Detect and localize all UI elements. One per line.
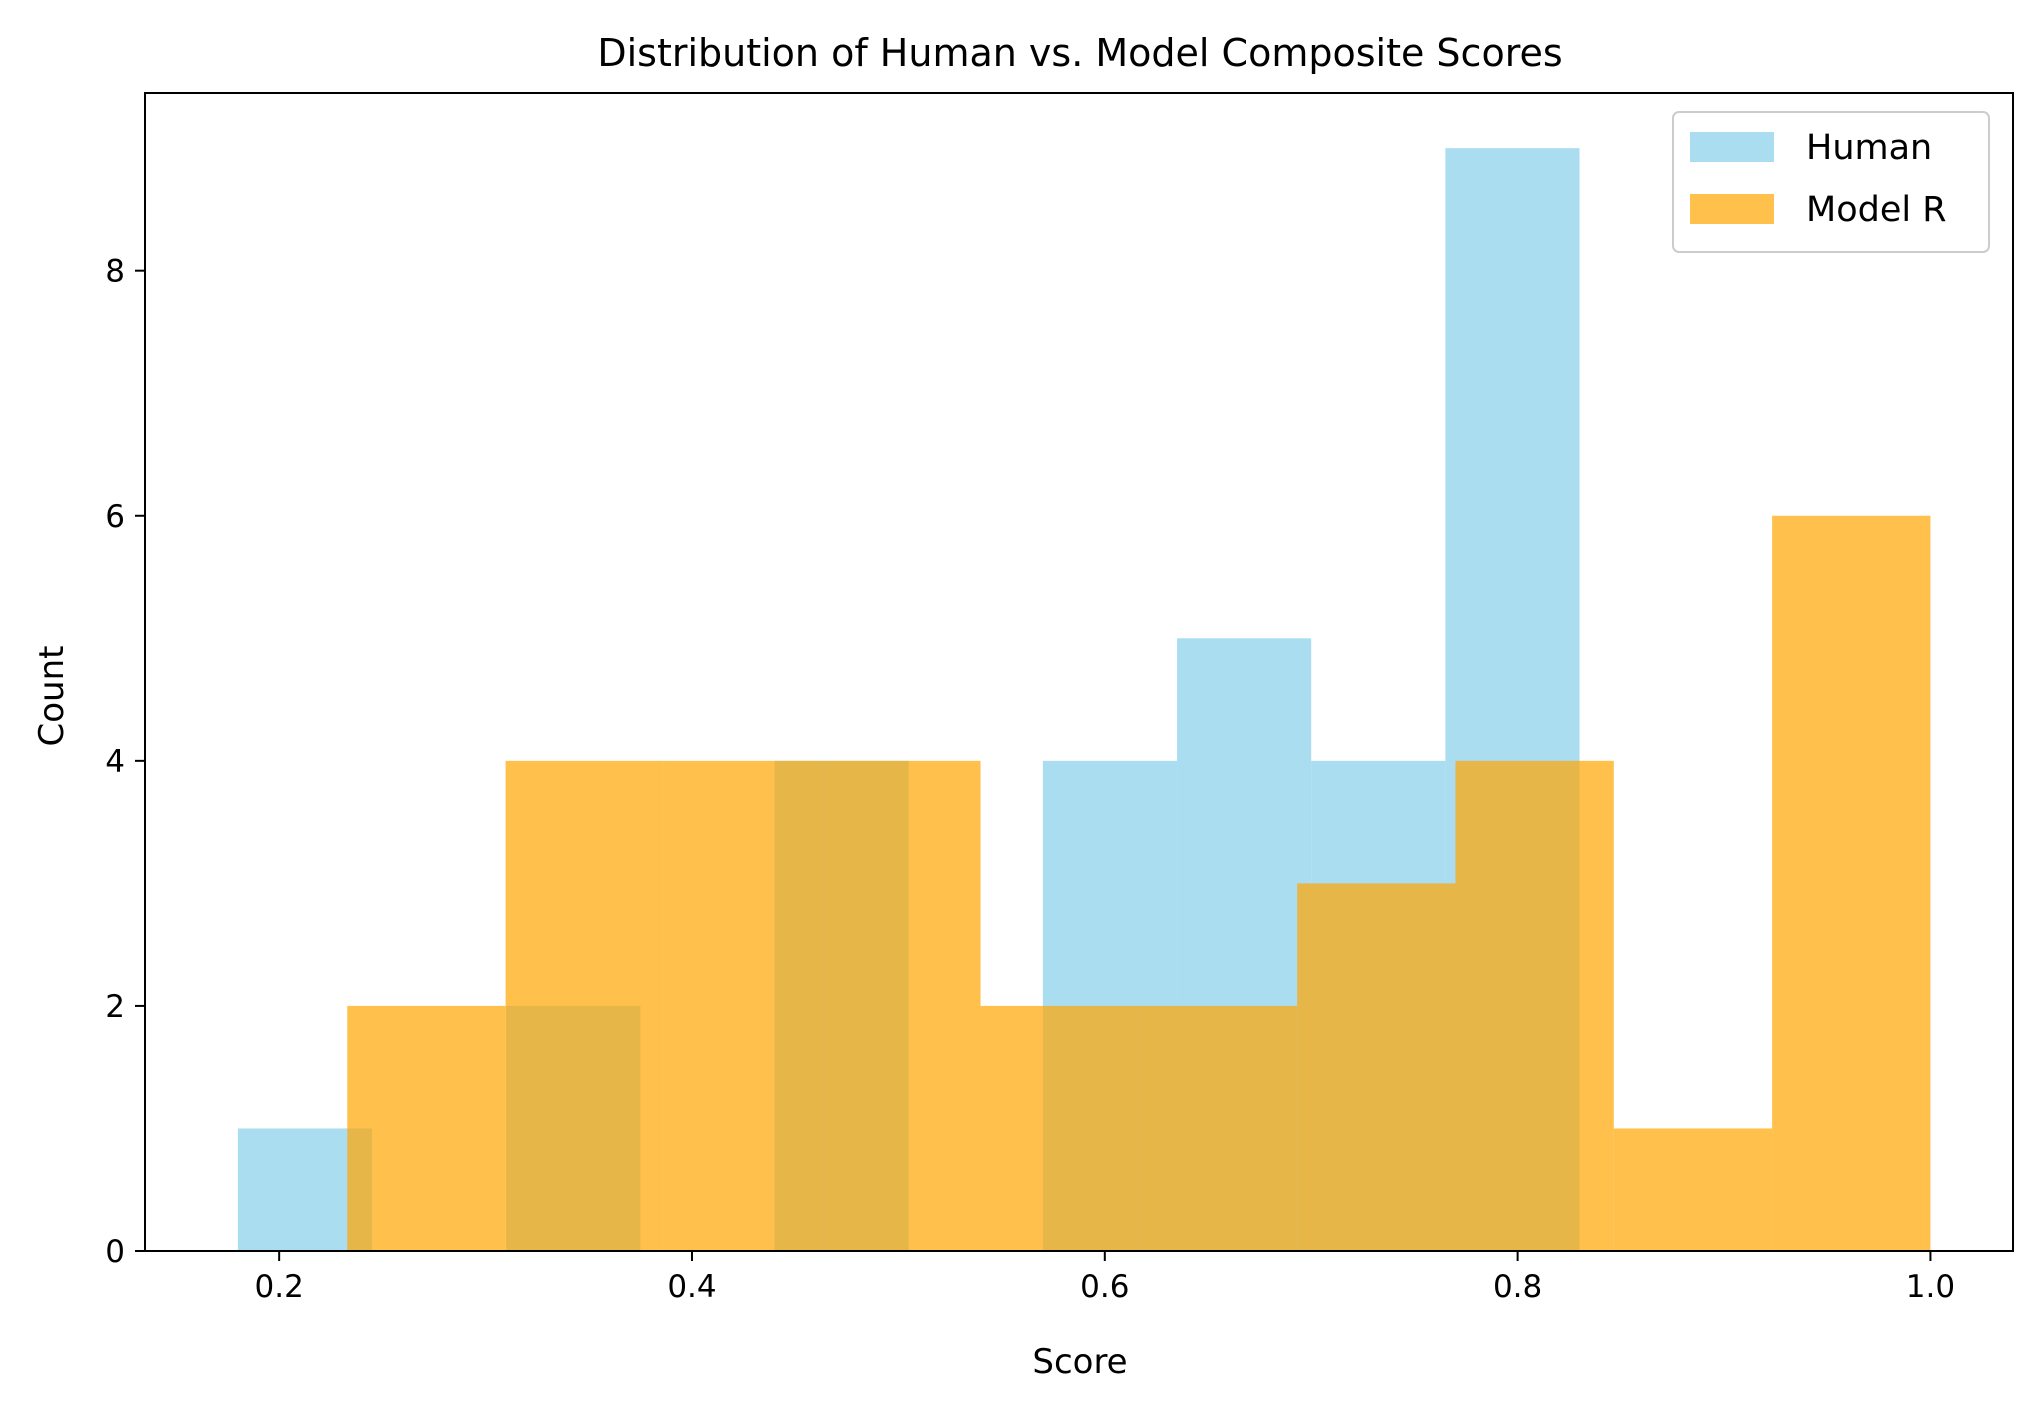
bar-model-r-bin-5 <box>980 1005 1139 1251</box>
legend: Human Model R <box>1672 111 1990 253</box>
bar-model-r-bin-9 <box>1613 1128 1773 1251</box>
axes-layer: 0.2 0.4 0.6 0.8 1.0 0 2 4 6 8 <box>105 92 2014 1305</box>
bar-model-r-bin-2 <box>505 760 664 1251</box>
x-tick-label: 0.2 <box>255 1269 304 1305</box>
bar-model-r-bin-6 <box>1138 1005 1298 1251</box>
y-tick-label: 0 <box>105 1234 125 1270</box>
legend-swatch-human <box>1690 132 1774 162</box>
bar-model-r-bin-8 <box>1455 760 1614 1251</box>
x-tick-label: 1.0 <box>1906 1269 1955 1305</box>
x-tick-label: 0.4 <box>667 1269 716 1305</box>
legend-label: Human <box>1806 128 1932 168</box>
y-tick-label: 2 <box>105 989 125 1025</box>
legend-label: Model R <box>1806 190 1947 230</box>
plot-frame <box>144 92 2014 1252</box>
x-tick-label: 0.6 <box>1080 1269 1129 1305</box>
bar-model-r-bin-7 <box>1297 883 1456 1251</box>
x-tick-label: 0.8 <box>1493 1269 1542 1305</box>
bar-model-r-bin-1 <box>347 1005 506 1251</box>
bars-layer <box>237 148 1931 1252</box>
y-tick-label: 4 <box>105 744 125 780</box>
bar-model-r-bin-10 <box>1772 515 1931 1251</box>
bar-model-r-bin-3 <box>663 760 823 1251</box>
x-axis-label: Score <box>1032 1342 1127 1382</box>
y-tick-label: 8 <box>105 254 125 290</box>
bar-model-r-bin-4 <box>822 760 981 1251</box>
legend-swatch-model-r <box>1690 194 1774 224</box>
y-tick-label: 6 <box>105 499 125 535</box>
chart-title: Distribution of Human vs. Model Composit… <box>597 31 1562 75</box>
y-axis-label: Count <box>32 646 72 747</box>
